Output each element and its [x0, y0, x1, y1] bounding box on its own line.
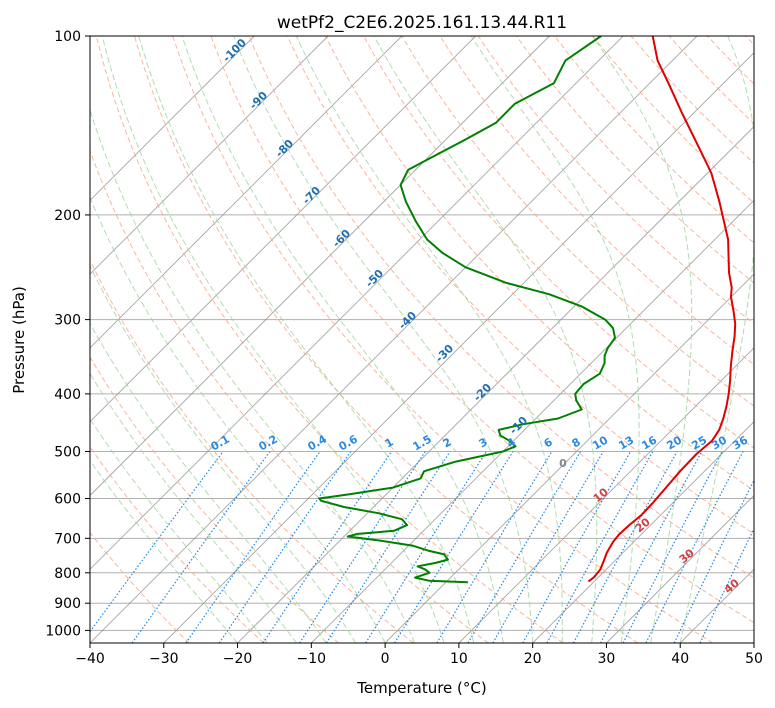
- isotherm: [606, 494, 754, 643]
- moist-adiabat: [373, 36, 598, 643]
- moist-adiabat: [90, 196, 386, 643]
- grid-layer: [90, 36, 754, 643]
- x-tick-label: −10: [297, 651, 327, 667]
- moist-adiabat: [90, 418, 268, 643]
- moist-adiabat: [233, 36, 534, 643]
- dry-adiabat: [401, 36, 754, 407]
- moist-adiabat: [592, 36, 693, 643]
- isotherm: [163, 52, 754, 643]
- isotherm: [458, 347, 754, 643]
- chart-title: wetPf2_C2E6.2025.161.13.44.R11: [277, 13, 567, 33]
- moist-adiabat: [90, 264, 357, 643]
- mixing-ratio-line: [600, 451, 703, 643]
- mixing-ratio-line: [185, 451, 321, 643]
- y-tick-label: 500: [54, 444, 81, 460]
- x-tick-label: 20: [524, 651, 542, 667]
- moist-adiabat: [679, 36, 754, 643]
- isotherm: [532, 421, 754, 643]
- y-tick-label: 400: [54, 387, 81, 403]
- dry-adiabat: [325, 36, 754, 492]
- y-tick-label: 200: [54, 208, 81, 224]
- y-tick-label: 600: [54, 492, 81, 508]
- moist-adiabat: [90, 372, 297, 643]
- dry-adiabat: [134, 36, 639, 643]
- moist-adiabat: [181, 36, 504, 643]
- isotherm: [90, 36, 624, 570]
- mixing-ratio-line: [218, 451, 352, 643]
- x-tick-label: 50: [745, 651, 763, 667]
- plot-frame: [89, 35, 755, 644]
- isotherm: [90, 36, 403, 349]
- x-tick-label: 10: [450, 651, 468, 667]
- y-tick-label: 700: [54, 531, 81, 547]
- moist-adiabat: [101, 36, 445, 643]
- dry-adiabat: [477, 36, 754, 325]
- mixing-ratio-line: [394, 451, 514, 643]
- dry-adiabat: [363, 36, 754, 449]
- y-tick-label: 900: [54, 596, 81, 612]
- isotherm: [237, 125, 754, 643]
- dry-adiabat: [286, 36, 754, 535]
- x-tick-label: 30: [598, 651, 616, 667]
- mixing-ratio-line: [131, 451, 271, 643]
- mixing-ratio-line: [673, 479, 754, 643]
- mixing-ratio-line: [325, 451, 451, 643]
- temperature-profile-line: [587, 36, 737, 583]
- dry-adiabat: [90, 259, 414, 643]
- dry-adiabat: [172, 36, 713, 643]
- isotherm: [90, 36, 550, 497]
- mixing-ratio-line: [365, 451, 487, 643]
- profile-layer: [318, 36, 737, 584]
- x-tick-label: −40: [75, 651, 105, 667]
- x-tick-label: −30: [149, 651, 179, 667]
- dry-adiabat: [90, 445, 265, 643]
- mixing-ratio-line: [622, 451, 723, 643]
- mixing-ratio-line: [522, 451, 632, 643]
- y-axis-label: Pressure (hPa): [10, 286, 28, 394]
- x-tick-label: 40: [671, 651, 689, 667]
- x-tick-label: −20: [223, 651, 253, 667]
- isotherm: [90, 36, 255, 201]
- y-tick-label: 300: [54, 313, 81, 329]
- dry-adiabat: [90, 531, 190, 643]
- moist-adiabat: [295, 36, 563, 643]
- mixing-ratio-line: [699, 527, 754, 643]
- moist-adiabat: [90, 322, 327, 643]
- mixing-ratio-line: [436, 451, 553, 643]
- moist-adiabat: [470, 36, 640, 643]
- y-tick-label: 800: [54, 566, 81, 582]
- mixing-ratio-line: [299, 451, 426, 643]
- y-tick-label: 1000: [45, 623, 81, 639]
- mixing-ratio-line: [546, 451, 654, 643]
- moist-adiabat: [90, 108, 416, 643]
- isotherm: [90, 36, 476, 423]
- isotherm: [384, 273, 754, 643]
- axis-layer: −40 −30 −20 −10 0 10 20 30 40 50 100 200 300 400 500 60…: [45, 29, 763, 667]
- moist-adiabat: [138, 36, 475, 643]
- reference-lines: [90, 36, 754, 643]
- x-tick-label: 0: [381, 651, 390, 667]
- mixing-ratio-line: [90, 451, 224, 633]
- dry-adiabat: [90, 149, 489, 643]
- y-tick-label: 100: [54, 29, 81, 45]
- isotherm: [90, 36, 329, 275]
- x-axis-label: Temperature (°C): [356, 679, 486, 697]
- zero-label: 0: [559, 457, 567, 470]
- mixing-ratio-line: [572, 451, 678, 643]
- isotherm: [90, 36, 698, 643]
- mixing-ratio-line: [645, 451, 744, 643]
- moist-adiabat: [90, 459, 238, 643]
- dewpoint-profile-line: [318, 36, 616, 584]
